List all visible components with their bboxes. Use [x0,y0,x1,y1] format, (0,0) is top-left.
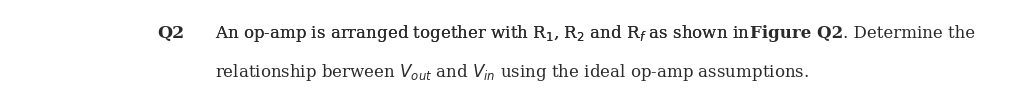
Text: Figure Q2: Figure Q2 [749,25,843,42]
Text: relationship berween $V_{out}$ and $V_{in}$ using the ideal op-amp assumptions.: relationship berween $V_{out}$ and $V_{i… [214,62,809,83]
Text: An op-amp is arranged together with R$_1$, R$_2$ and R$_f$ as shown in: An op-amp is arranged together with R$_1… [214,23,749,44]
Text: Q2: Q2 [157,25,185,42]
Text: An op-amp is arranged together with R$_1$, R$_2$ and R$_f$ as shown in: An op-amp is arranged together with R$_1… [214,23,749,44]
Text: . Determine the: . Determine the [843,25,975,42]
